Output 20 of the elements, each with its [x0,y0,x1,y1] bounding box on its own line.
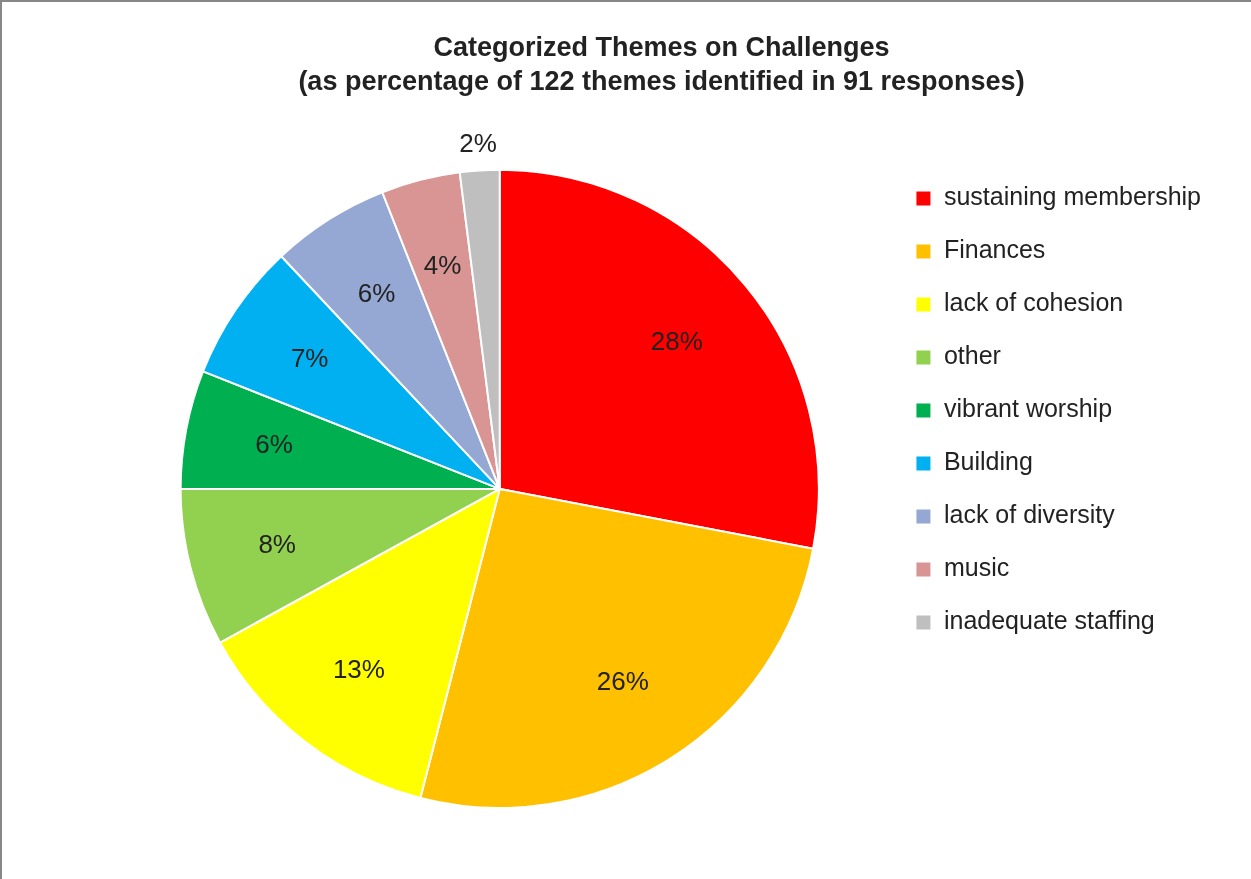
legend-label: other [943,341,1001,370]
data-label: 8% [258,529,296,560]
data-label: 6% [255,429,293,460]
legend-label: lack of cohesion [943,288,1124,317]
legend-label: inadequate staffing [943,606,1155,635]
data-label: 28% [650,325,703,356]
legend-label: Building [943,447,1033,476]
legend-label: lack of diversity [943,500,1116,529]
legend-label: Finances [943,235,1046,264]
data-label: 7% [290,342,329,373]
data-label: 13% [332,653,385,684]
data-label: 4% [423,249,462,280]
legend-label: music [943,553,1010,582]
legend-label: vibrant worship [943,394,1113,423]
data-label: 6% [357,278,396,309]
data-label: 2% [459,127,497,158]
chart-subtitle: (as percentage of 122 themes identified in 91 responses) [298,66,1025,97]
chart-title: Categorized Themes on Challenges [433,31,890,62]
legend-label: sustaining membership [943,182,1202,211]
data-label: 26% [596,666,649,697]
